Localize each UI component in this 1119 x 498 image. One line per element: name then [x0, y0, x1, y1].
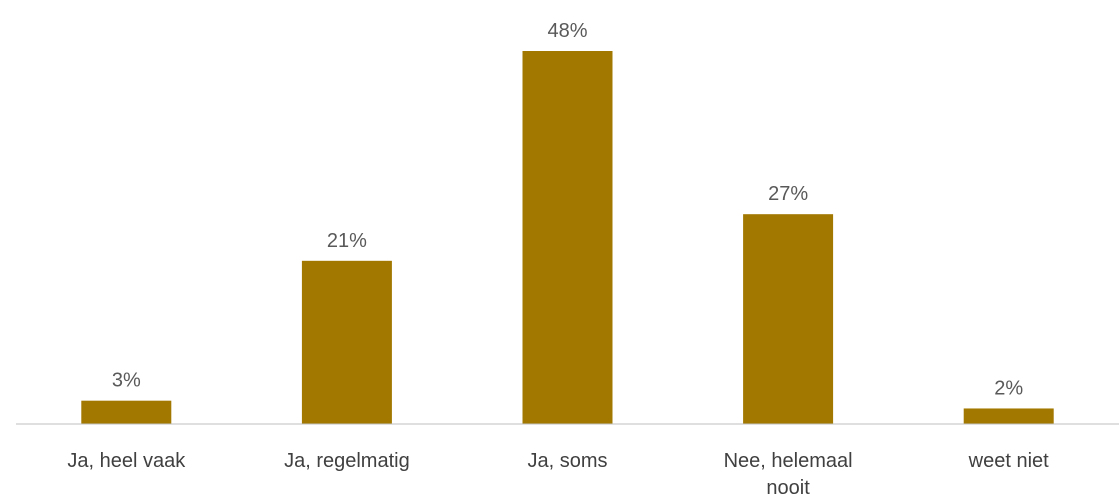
category-label-0: Ja, heel vaak	[67, 450, 186, 472]
bar-4	[963, 408, 1054, 424]
value-labels-group: 3% 21% 48% 27% 2%	[112, 20, 1024, 399]
bar-2	[522, 51, 613, 424]
value-label-4: 2%	[994, 377, 1023, 399]
bar-0	[81, 400, 172, 424]
bar-1	[301, 260, 392, 424]
bar-3	[743, 214, 834, 424]
category-labels-group: Ja, heel vaak Ja, regelmatig Ja, soms Nee, …	[67, 450, 1049, 498]
bars-group	[81, 51, 1054, 424]
category-label-3: Nee, helemaal nooit	[724, 450, 853, 498]
value-label-0: 3%	[112, 370, 141, 392]
value-label-1: 21%	[327, 230, 367, 252]
value-label-2: 48%	[547, 20, 587, 42]
value-label-3: 27%	[768, 183, 808, 205]
category-label-1: Ja, regelmatig	[284, 450, 410, 472]
category-label-4: weet niet	[968, 450, 1049, 472]
category-label-2: Ja, soms	[527, 450, 607, 472]
